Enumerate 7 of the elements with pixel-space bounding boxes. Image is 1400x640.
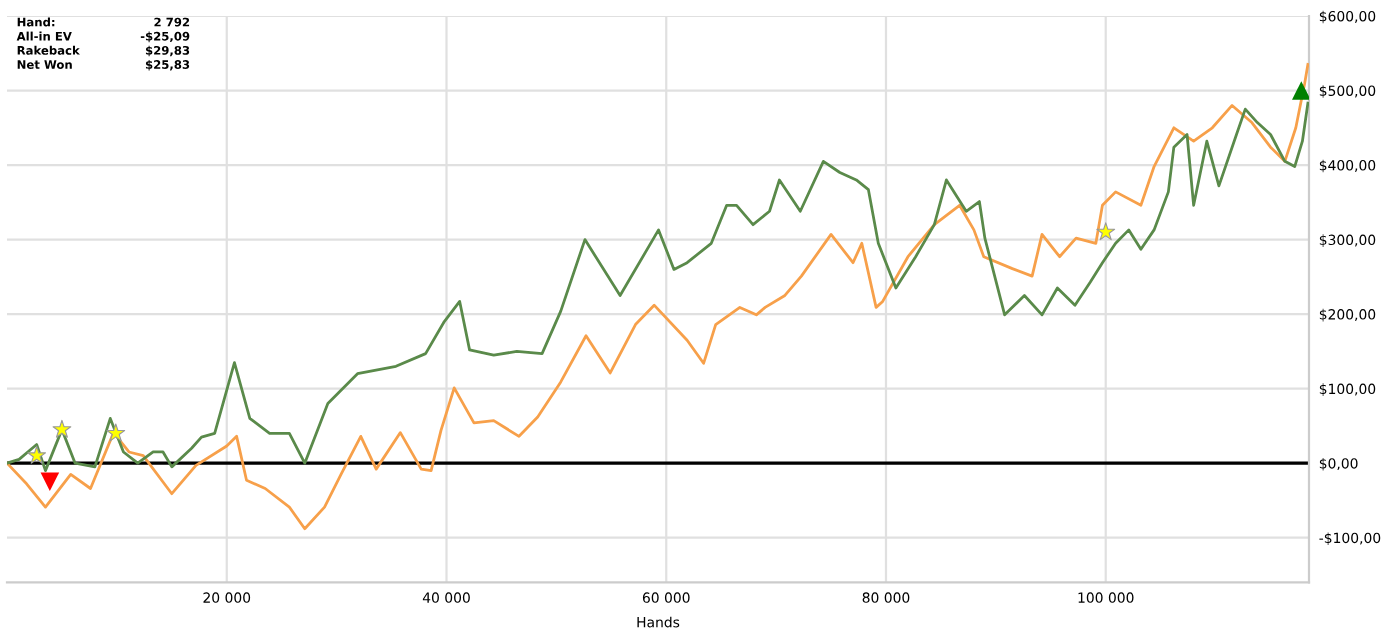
point (52, 419, 72, 438)
point (27, 445, 47, 464)
point (106, 423, 126, 442)
point (1096, 222, 1116, 241)
line-series (7, 63, 1309, 531)
point (1291, 81, 1309, 100)
point (40, 472, 60, 492)
